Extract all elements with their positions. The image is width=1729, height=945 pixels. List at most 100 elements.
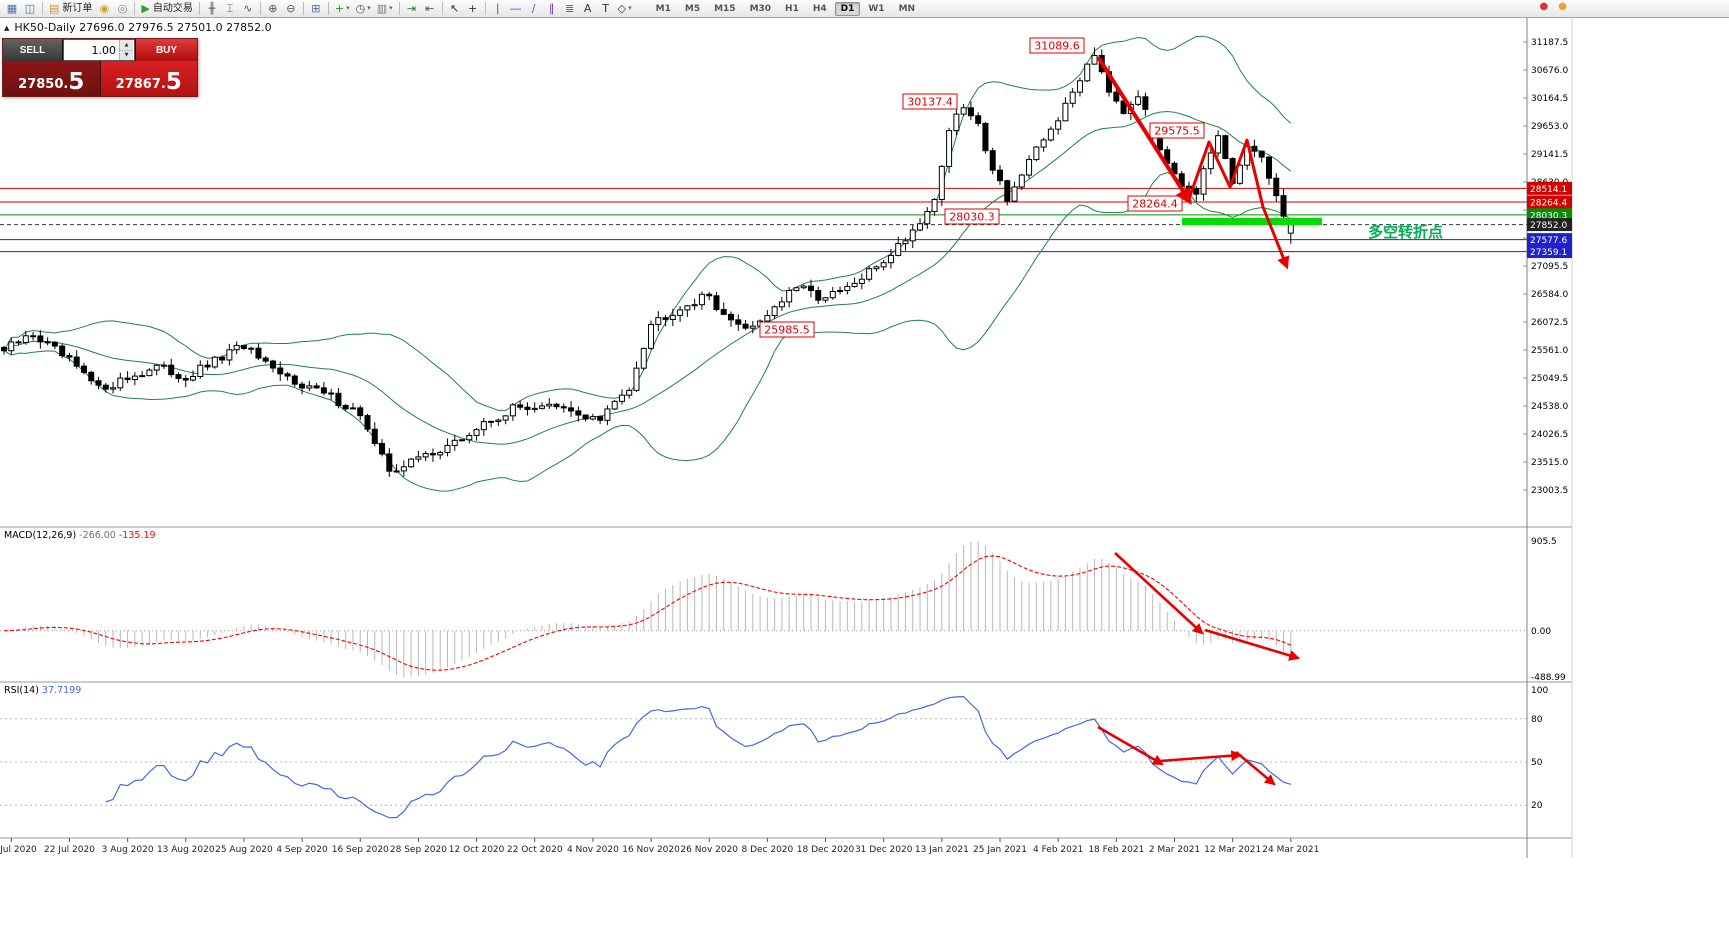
indicators-icon[interactable]: + ▾ — [333, 1, 352, 16]
vertical-line-icon[interactable]: ∣ — [490, 1, 506, 16]
channel-icon-glyph-icon: ∥ — [548, 2, 555, 15]
periods-icon[interactable]: ◷ ▾ — [354, 1, 373, 16]
new-chart-icon[interactable]: ▦ — [4, 1, 20, 16]
svg-text:80: 80 — [1531, 715, 1543, 725]
chevron-down-icon[interactable]: ▾ — [367, 4, 371, 12]
market-watch-icon-glyph-icon: ◉ — [99, 2, 110, 15]
svg-text:10 Jul 2020: 10 Jul 2020 — [0, 845, 37, 855]
toolbar-separator — [198, 2, 200, 15]
timeframe-m15[interactable]: M15 — [714, 3, 736, 14]
new-order-button[interactable]: ▤ 新订单 — [47, 1, 94, 16]
main-toolbar: ▦ ◫ ▤ 新订单 ◉ ◎ ▶ 自动交易 ╫ ⌶ ∿ ⊕ ⊖ ⊞ + ▾ ◷ ▾ ▥ ▾ ⇥ ⇤ ↖ + ∣ ― ∕ ∥ ≣ A T ◇ ▾ M1… — [0, 0, 1729, 18]
vertical-line-icon-glyph-icon: ∣ — [494, 2, 501, 15]
volume-down-icon[interactable]: ▼ — [124, 52, 129, 59]
sell-price-pip: 5 — [68, 69, 85, 96]
svg-text:18 Feb 2021: 18 Feb 2021 — [1088, 845, 1144, 855]
svg-text:3 Aug 2020: 3 Aug 2020 — [102, 845, 154, 855]
svg-text:27095.5: 27095.5 — [1531, 262, 1568, 272]
data-window-icon[interactable]: ◎ — [114, 1, 130, 16]
svg-text:23515.0: 23515.0 — [1531, 458, 1568, 468]
support-zone-highlight[interactable] — [1182, 218, 1322, 225]
sell-price-display[interactable]: 27850. 5 — [3, 61, 101, 96]
chevron-down-icon[interactable]: ▾ — [389, 4, 393, 12]
chart-profiles-icon[interactable]: ◫ — [22, 1, 38, 16]
horizontal-line-icon-glyph-icon: ― — [510, 2, 522, 15]
ohlc-bars-icon[interactable]: ╫ — [204, 1, 220, 16]
text-icon[interactable]: A — [580, 1, 596, 16]
svg-text:30676.0: 30676.0 — [1531, 66, 1568, 76]
text-label-icon-glyph-icon: T — [602, 2, 610, 15]
cursor-icon[interactable]: ↖ — [447, 1, 463, 16]
volume-up-icon[interactable]: ▲ — [120, 40, 133, 51]
trendline-icon[interactable]: ∕ — [526, 1, 542, 16]
zoom-out-icon[interactable]: ⊖ — [283, 1, 299, 16]
tile-windows-icon-glyph-icon: ⊞ — [311, 2, 321, 15]
timeframe-m5[interactable]: M5 — [684, 3, 701, 14]
autotrading-button-label: 自动交易 — [152, 2, 193, 14]
svg-text:23003.5: 23003.5 — [1531, 486, 1568, 496]
timeframe-d1[interactable]: D1 — [834, 1, 861, 16]
svg-text:905.5: 905.5 — [1531, 537, 1557, 547]
svg-text:12 Oct 2020: 12 Oct 2020 — [449, 845, 505, 855]
svg-text:28030.3: 28030.3 — [949, 211, 995, 224]
buy-button[interactable]: BUY — [135, 39, 197, 61]
line-chart-icon[interactable]: ∿ — [240, 1, 256, 16]
svg-text:-488.99: -488.99 — [1531, 673, 1566, 683]
timeframe-mn[interactable]: MN — [898, 3, 916, 14]
svg-text:31089.6: 31089.6 — [1034, 40, 1080, 53]
symbol-header: ▲ HK50-Daily 27696.0 27976.5 27501.0 278… — [4, 21, 272, 34]
symbol-ohlc-text: HK50-Daily 27696.0 27976.5 27501.0 27852… — [14, 21, 272, 34]
rsi-panel — [0, 695, 1527, 819]
templates-icon[interactable]: ▥ ▾ — [375, 1, 395, 16]
new-order-button-label: 新订单 — [62, 2, 93, 14]
chevron-down-icon[interactable]: ▾ — [628, 4, 632, 12]
timeframe-m1[interactable]: M1 — [655, 3, 671, 14]
arrows-icon[interactable]: ◇ ▾ — [616, 1, 634, 16]
buy-price-display[interactable]: 27867. 5 — [100, 61, 197, 96]
collapse-panel-icon[interactable]: ▲ — [4, 23, 10, 32]
autoscroll-icon[interactable]: ⇥ — [404, 1, 420, 16]
channel-icon[interactable]: ∥ — [544, 1, 560, 16]
periods-icon-glyph-icon: ◷ — [355, 2, 366, 15]
timeframe-h4[interactable]: H4 — [812, 3, 827, 14]
svg-text:13 Aug 2020: 13 Aug 2020 — [157, 845, 215, 855]
svg-text:25561.0: 25561.0 — [1531, 346, 1568, 356]
svg-text:0.00: 0.00 — [1531, 627, 1551, 637]
candlestick-icon[interactable]: ⌶ — [222, 1, 238, 16]
buy-price-main: 27867. — [115, 76, 166, 92]
svg-text:25985.5: 25985.5 — [764, 324, 810, 337]
zoom-in-icon[interactable]: ⊕ — [265, 1, 281, 16]
market-watch-icon[interactable]: ◉ — [96, 1, 112, 16]
tile-windows-icon[interactable]: ⊞ — [308, 1, 324, 16]
alert-icon[interactable]: ● — [1539, 1, 1549, 12]
svg-text:28 Sep 2020: 28 Sep 2020 — [390, 845, 447, 855]
crosshair-icon[interactable]: + — [465, 1, 481, 16]
sell-price-main: 27850. — [18, 76, 69, 92]
volume-box: ▲ ▼ — [63, 39, 135, 61]
chart-shift-icon[interactable]: ⇤ — [422, 1, 438, 16]
rsi-label: RSI(14) 37.7199 — [4, 685, 81, 696]
chevron-down-icon[interactable]: ▾ — [346, 4, 350, 12]
autotrading-button[interactable]: ▶ 自动交易 — [139, 1, 194, 16]
svg-text:4 Sep 2020: 4 Sep 2020 — [276, 845, 328, 855]
horizontal-line-icon[interactable]: ― — [508, 1, 524, 16]
svg-text:12 Mar 2021: 12 Mar 2021 — [1204, 845, 1261, 855]
news-icon[interactable]: ● — [1558, 1, 1567, 12]
fibonacci-icon[interactable]: ≣ — [562, 1, 578, 16]
timeframe-w1[interactable]: W1 — [868, 3, 885, 14]
text-label-icon[interactable]: T — [598, 1, 614, 16]
svg-text:28264.4: 28264.4 — [1530, 199, 1567, 209]
volume-input[interactable] — [64, 40, 119, 60]
svg-text:25049.5: 25049.5 — [1531, 374, 1568, 384]
trade-controls-row: SELL ▲ ▼ BUY — [3, 39, 197, 61]
toolbar-separator — [134, 2, 136, 15]
sell-button[interactable]: SELL — [3, 39, 63, 61]
rsi-arrows — [1097, 725, 1276, 786]
timeframe-m30[interactable]: M30 — [749, 3, 772, 14]
svg-text:18 Dec 2020: 18 Dec 2020 — [797, 845, 855, 855]
timeframe-h1[interactable]: H1 — [785, 3, 799, 14]
price-scale[interactable]: 31187.530676.030164.529653.029141.528630… — [1523, 38, 1568, 811]
svg-text:50: 50 — [1531, 758, 1543, 768]
